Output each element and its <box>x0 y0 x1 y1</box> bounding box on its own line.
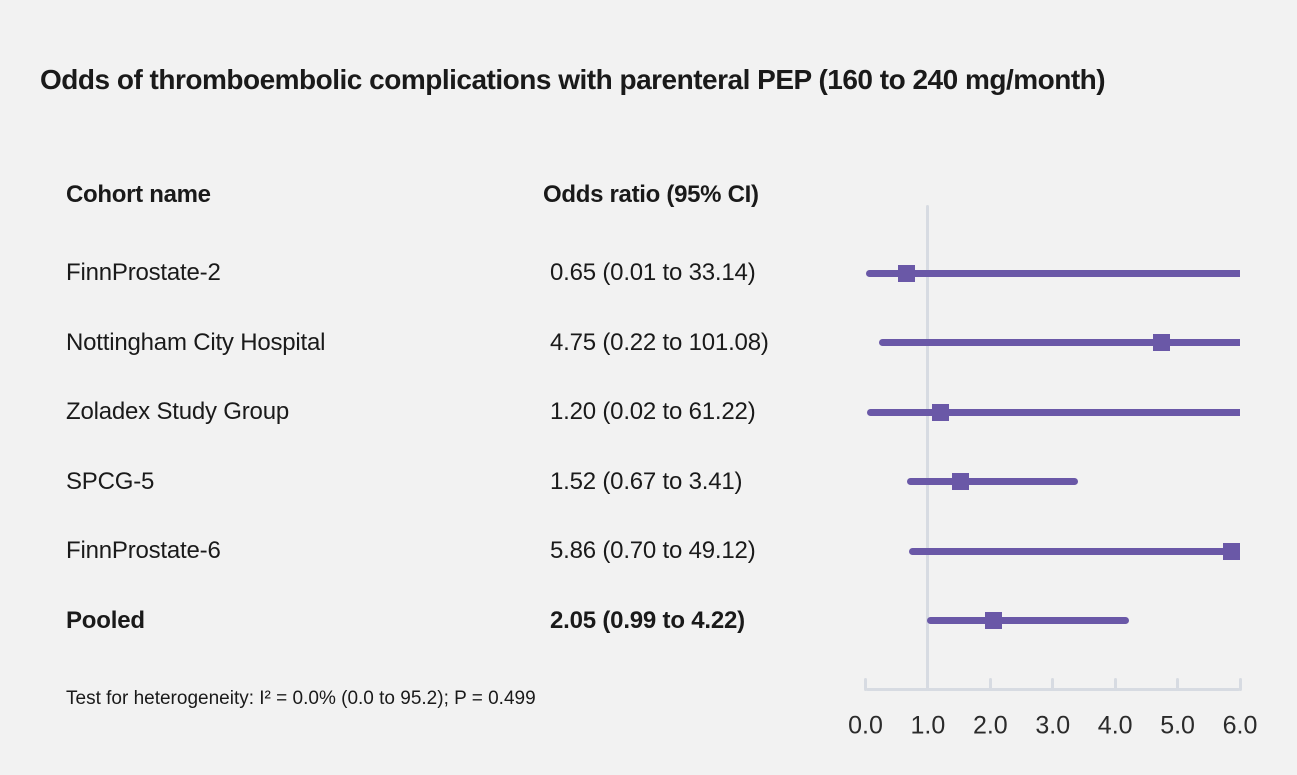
x-axis-tick-label: 3.0 <box>1035 711 1071 740</box>
odds-ratio-value: 1.52 (0.67 to 3.41) <box>550 467 743 495</box>
x-axis-tick-label: 6.0 <box>1222 711 1258 740</box>
ci-line <box>907 478 1079 485</box>
x-axis-tick <box>1238 678 1242 691</box>
or-marker <box>1153 334 1171 351</box>
cohort-label: SPCG-5 <box>66 467 155 495</box>
odds-ratio-value: 0.65 (0.01 to 33.14) <box>550 259 756 286</box>
or-marker <box>984 612 1002 629</box>
or-marker <box>1222 542 1240 560</box>
odds-ratio-value: 2.05 (0.99 to 4.22) <box>550 606 745 634</box>
x-axis-tick-label: 0.0 <box>848 711 883 740</box>
ci-line <box>866 269 1240 277</box>
odds-ratio-value: 5.86 (0.70 to 49.12) <box>550 537 756 564</box>
cohort-label: FinnProstate-2 <box>66 259 221 286</box>
odds-ratio-value: 1.20 (0.02 to 61.22) <box>550 398 756 425</box>
ci-line <box>866 408 1240 416</box>
x-axis-tick <box>988 678 992 691</box>
ci-line <box>927 617 1129 624</box>
or-marker <box>951 473 969 490</box>
cohort-label: Nottingham City Hospital <box>66 328 326 356</box>
x-axis-tick <box>1176 678 1180 691</box>
x-axis-tick-label: 1.0 <box>910 711 946 740</box>
cohort-label: Zoladex Study Group <box>66 398 289 425</box>
column-header-odds-ratio: Odds ratio (95% CI) <box>543 181 759 208</box>
cohort-label: Pooled <box>66 606 145 634</box>
or-marker <box>897 264 915 282</box>
chart-title: Odds of thromboembolic complications wit… <box>40 64 1106 95</box>
odds-ratio-value: 4.75 (0.22 to 101.08) <box>550 328 769 356</box>
x-axis-tick <box>926 678 930 691</box>
x-axis-tick-label: 4.0 <box>1097 711 1133 740</box>
x-axis-tick <box>864 678 867 691</box>
column-header-cohort-name: Cohort name <box>66 181 211 208</box>
or-marker <box>931 403 949 421</box>
ci-line <box>879 339 1240 346</box>
x-axis-tick <box>1113 678 1117 691</box>
cohort-label: FinnProstate-6 <box>66 537 221 564</box>
x-axis-tick-label: 2.0 <box>972 711 1008 740</box>
reference-line <box>926 205 930 688</box>
heterogeneity-footnote: Test for heterogeneity: I² = 0.0% (0.0 t… <box>66 688 536 709</box>
x-axis-tick-label: 5.0 <box>1160 711 1195 740</box>
ci-line <box>909 547 1240 555</box>
x-axis-tick <box>1051 678 1055 691</box>
